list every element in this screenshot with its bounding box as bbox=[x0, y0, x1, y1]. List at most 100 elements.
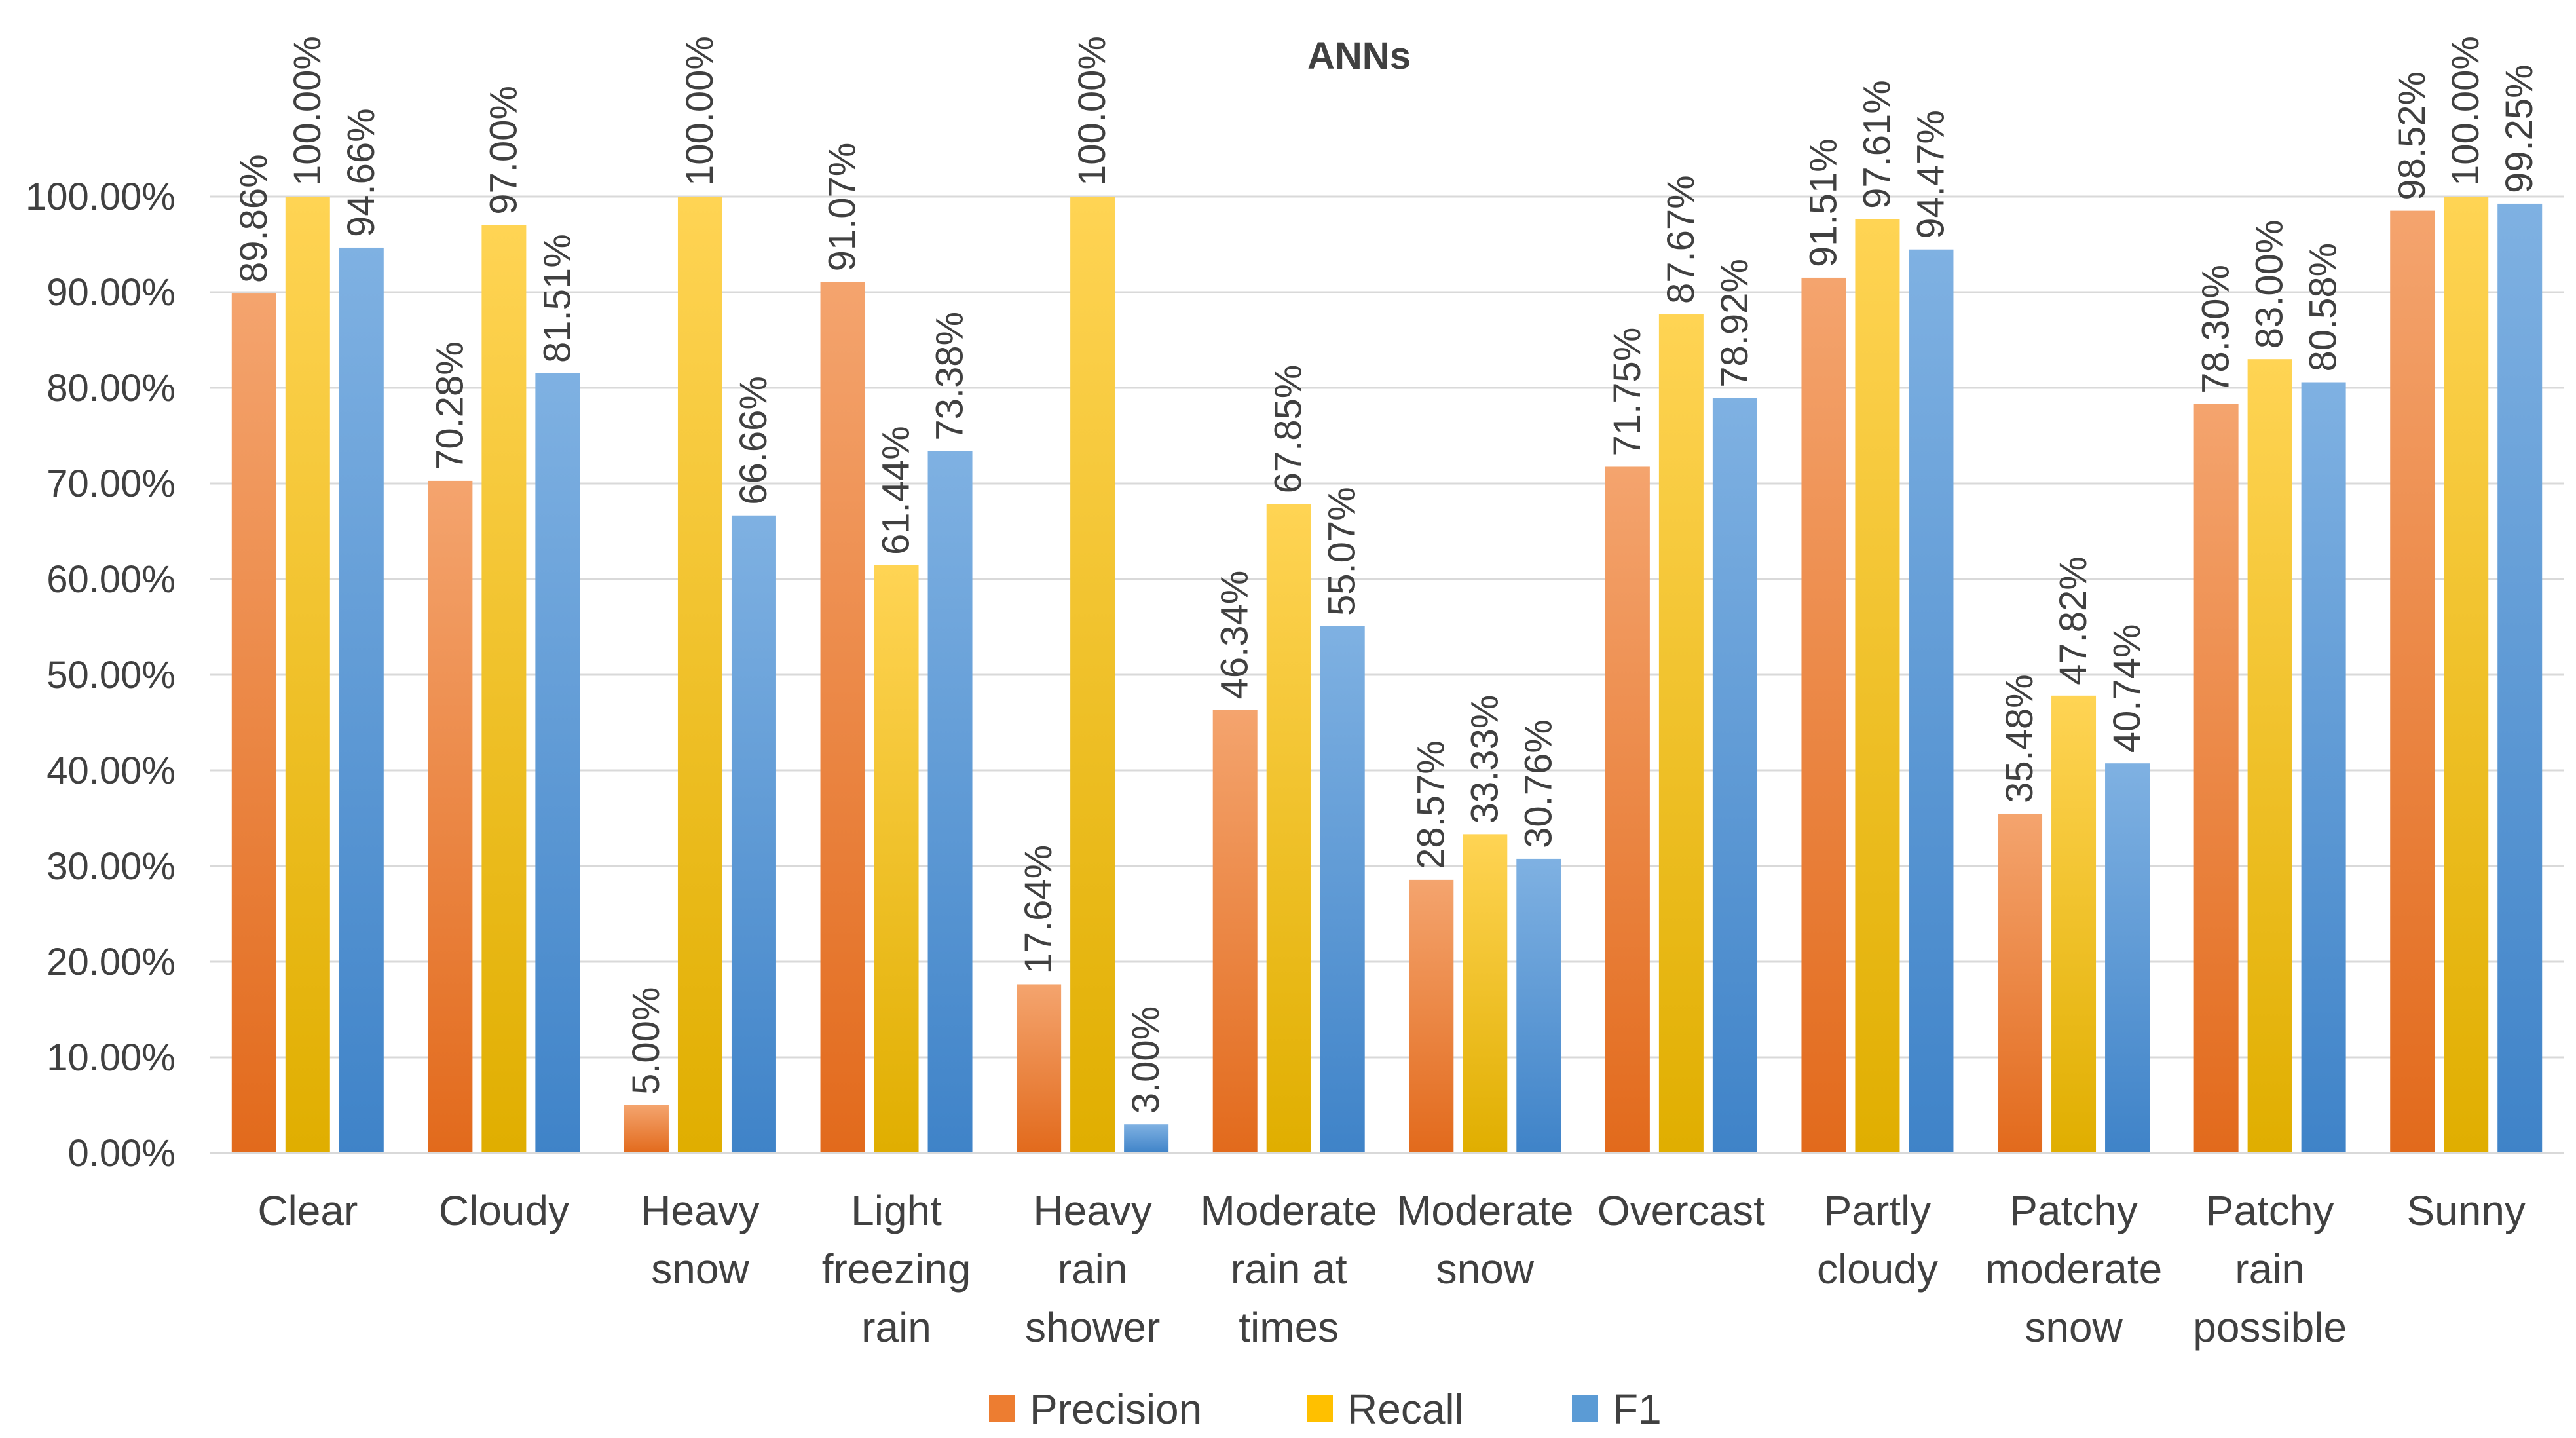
data-labels: 89.86% 100.00% 94.66% 70.28% 97.00% 81.51% 5.0… bbox=[233, 36, 2541, 1114]
legend-swatch-precision bbox=[989, 1395, 1015, 1422]
data-label-f1-8: 78.92% bbox=[1713, 259, 1756, 388]
bar-recall-9 bbox=[1855, 219, 1900, 1153]
bar-f1-4 bbox=[927, 451, 973, 1153]
bar-f1-12 bbox=[2497, 203, 2543, 1154]
data-label-f1-12: 99.25% bbox=[2498, 64, 2541, 193]
x-tick-label: Partly cloudy bbox=[1817, 1187, 1938, 1293]
y-tick-label: 50.00% bbox=[47, 654, 176, 696]
y-tick-label: 40.00% bbox=[47, 749, 176, 792]
data-label-precision-12: 98.52% bbox=[2391, 71, 2433, 200]
data-label-f1-5: 3.00% bbox=[1125, 1006, 1167, 1114]
bar-precision-6 bbox=[1212, 710, 1258, 1153]
bar-f1-3 bbox=[731, 515, 776, 1153]
data-label-f1-3: 66.66% bbox=[732, 376, 775, 505]
bar-recall-11 bbox=[2247, 359, 2292, 1154]
bar-precision-5 bbox=[1017, 984, 1062, 1153]
data-label-precision-3: 5.00% bbox=[625, 987, 667, 1095]
y-tick-label: 60.00% bbox=[47, 558, 176, 601]
bar-recall-4 bbox=[874, 565, 919, 1153]
data-label-precision-7: 28.57% bbox=[1409, 740, 1452, 869]
bar-f1-7 bbox=[1516, 858, 1561, 1153]
data-label-precision-1: 89.86% bbox=[233, 154, 275, 283]
data-label-recall-12: 100.00% bbox=[2444, 36, 2487, 186]
bar-precision-4 bbox=[820, 282, 865, 1154]
bar-precision-3 bbox=[624, 1105, 669, 1153]
data-label-f1-4: 73.38% bbox=[929, 312, 971, 441]
legend-label-precision: Precision bbox=[1030, 1386, 1202, 1433]
bar-recall-12 bbox=[2444, 197, 2489, 1153]
y-tick-label: 30.00% bbox=[47, 845, 176, 888]
bar-f1-10 bbox=[2105, 763, 2150, 1153]
bar-recall-10 bbox=[2051, 695, 2097, 1153]
data-label-f1-2: 81.51% bbox=[536, 234, 578, 363]
data-label-recall-8: 87.67% bbox=[1660, 175, 1702, 304]
x-tick-label: Moderate rain at times bbox=[1201, 1187, 1377, 1351]
data-label-f1-9: 94.47% bbox=[1909, 110, 1952, 239]
bar-recall-2 bbox=[481, 225, 527, 1153]
bar-precision-7 bbox=[1409, 879, 1454, 1153]
data-label-precision-5: 17.64% bbox=[1017, 845, 1060, 974]
legend-label-recall: Recall bbox=[1347, 1386, 1464, 1433]
x-tick-label: Heavy rain shower bbox=[1025, 1187, 1160, 1351]
bar-f1-2 bbox=[535, 373, 580, 1153]
data-label-f1-10: 40.74% bbox=[2106, 624, 2148, 753]
x-tick-label: Cloudy bbox=[439, 1187, 569, 1234]
gridlines bbox=[210, 195, 2564, 1059]
x-tick-label: Patchy moderate snow bbox=[1985, 1187, 2162, 1351]
bars bbox=[231, 197, 2543, 1154]
bar-f1-11 bbox=[2301, 382, 2346, 1153]
y-tick-label: 80.00% bbox=[47, 367, 176, 409]
bar-recall-3 bbox=[677, 197, 722, 1153]
data-label-precision-2: 70.28% bbox=[428, 341, 471, 470]
data-label-recall-1: 100.00% bbox=[286, 36, 329, 186]
data-label-recall-5: 100.00% bbox=[1071, 36, 1113, 186]
data-label-precision-9: 91.51% bbox=[1802, 138, 1844, 267]
data-label-recall-9: 97.61% bbox=[1856, 80, 1898, 209]
x-tick-label: Moderate snow bbox=[1396, 1187, 1573, 1293]
y-axis: 0.00% 10.00% 20.00% 30.00% 40.00% 50.00% 60.00… bbox=[26, 176, 176, 1175]
bar-recall-6 bbox=[1266, 504, 1311, 1153]
data-label-precision-11: 78.30% bbox=[2195, 265, 2237, 394]
bar-precision-10 bbox=[1998, 813, 2043, 1153]
bar-f1-1 bbox=[339, 247, 384, 1153]
chart-title: ANNs bbox=[1307, 35, 1411, 77]
y-tick-label: 0.00% bbox=[68, 1132, 176, 1175]
y-tick-label: 90.00% bbox=[47, 271, 176, 314]
bar-recall-1 bbox=[285, 197, 330, 1153]
legend: Precision Recall F1 bbox=[989, 1386, 1662, 1433]
data-label-precision-10: 35.48% bbox=[1998, 674, 2041, 803]
data-label-precision-6: 46.34% bbox=[1214, 571, 1256, 700]
y-tick-label: 70.00% bbox=[47, 463, 176, 505]
data-label-recall-7: 33.33% bbox=[1463, 695, 1506, 824]
data-label-f1-1: 94.66% bbox=[340, 108, 383, 237]
bar-precision-12 bbox=[2390, 210, 2435, 1153]
legend-label-f1: F1 bbox=[1613, 1386, 1662, 1433]
legend-swatch-f1 bbox=[1572, 1395, 1598, 1422]
y-tick-label: 10.00% bbox=[47, 1036, 176, 1079]
bar-recall-7 bbox=[1463, 834, 1508, 1153]
x-axis: Clear Cloudy Heavy snow Light freezing rain Hea… bbox=[257, 1187, 2526, 1351]
bar-precision-8 bbox=[1605, 466, 1650, 1154]
bar-precision-9 bbox=[1801, 277, 1846, 1154]
bar-f1-8 bbox=[1712, 398, 1757, 1153]
data-label-recall-10: 47.82% bbox=[2052, 556, 2095, 685]
x-tick-label: Sunny bbox=[2406, 1187, 2525, 1234]
data-label-recall-11: 83.00% bbox=[2249, 219, 2291, 349]
x-tick-label: Light freezing rain bbox=[822, 1187, 971, 1351]
data-label-f1-11: 80.58% bbox=[2302, 243, 2345, 372]
bar-f1-6 bbox=[1320, 626, 1365, 1153]
bar-precision-2 bbox=[428, 480, 473, 1153]
bar-precision-1 bbox=[231, 293, 276, 1154]
data-label-f1-7: 30.76% bbox=[1517, 719, 1559, 848]
data-label-f1-6: 55.07% bbox=[1321, 487, 1364, 616]
x-tick-label: Patchy rain possible bbox=[2193, 1187, 2347, 1351]
bar-recall-5 bbox=[1070, 197, 1115, 1153]
data-label-recall-2: 97.00% bbox=[482, 86, 525, 215]
data-label-recall-4: 61.44% bbox=[875, 426, 918, 555]
bar-recall-8 bbox=[1658, 314, 1704, 1153]
x-tick-label: Clear bbox=[257, 1187, 358, 1234]
x-tick-label: Overcast bbox=[1597, 1187, 1765, 1234]
y-tick-label: 20.00% bbox=[47, 941, 176, 983]
bar-f1-5 bbox=[1124, 1124, 1169, 1153]
